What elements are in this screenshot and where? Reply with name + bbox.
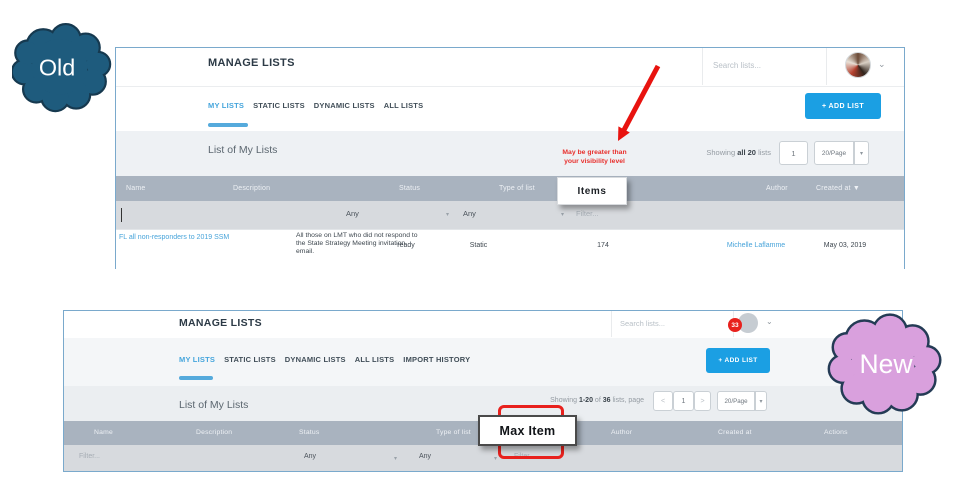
- showing-count: all 20: [737, 148, 756, 157]
- old-toolbar-row: [116, 131, 904, 176]
- tab-all-lists[interactable]: ALL LISTS: [354, 355, 395, 364]
- page-size-chevron-icon[interactable]: ▾: [854, 141, 869, 165]
- tab-my-lists[interactable]: MY LISTS: [179, 355, 216, 364]
- search-input[interactable]: Search lists...: [702, 48, 827, 85]
- pagination-prev-button[interactable]: <: [653, 391, 673, 411]
- text-cursor: [121, 208, 122, 222]
- list-heading: List of My Lists: [179, 399, 249, 411]
- type-filter-select[interactable]: Any: [419, 453, 432, 460]
- tab-bar: MY LISTS STATIC LISTS DYNAMIC LISTS ALL …: [208, 101, 423, 110]
- column-header-created-sort[interactable]: Created at ▼: [816, 185, 860, 192]
- tab-my-lists[interactable]: MY LISTS: [208, 101, 245, 110]
- list-items-count: 174: [597, 242, 609, 249]
- column-header-status: Status: [399, 185, 421, 192]
- old-filter-row: [116, 201, 904, 229]
- notification-badge: 33: [728, 318, 742, 332]
- visibility-note-line1: May be greater than: [562, 149, 627, 156]
- page-size-select[interactable]: 20/Page: [717, 391, 755, 411]
- column-header-type: Type of list: [499, 185, 535, 192]
- page-title: MANAGE LISTS: [208, 57, 295, 69]
- search-input[interactable]: Search lists...: [611, 311, 734, 337]
- status-filter-select[interactable]: Any: [304, 453, 317, 460]
- showing-prefix: Showing: [550, 397, 577, 404]
- list-description: All those on LMT who did not respond to …: [296, 232, 418, 256]
- new-filter-row: [64, 445, 902, 471]
- showing-summary: Showing all 20 lists: [656, 148, 771, 157]
- column-header-name: Name: [94, 429, 113, 436]
- showing-prefix: Showing: [706, 148, 736, 157]
- list-author-link[interactable]: Michelle Laflamme: [726, 242, 786, 249]
- name-filter-input[interactable]: Filter...: [79, 453, 101, 460]
- list-status: ready: [397, 242, 415, 249]
- chevron-down-icon[interactable]: ⌄: [766, 317, 773, 326]
- column-header-name: Name: [126, 185, 146, 192]
- column-header-actions: Actions: [824, 429, 848, 436]
- status-filter-chevron-icon[interactable]: ▾: [446, 212, 450, 218]
- old-table-header-row: [116, 176, 904, 201]
- search-placeholder: Search lists...: [620, 319, 666, 328]
- status-filter-select[interactable]: Any: [346, 209, 359, 218]
- active-tab-underline: [179, 376, 213, 380]
- avatar[interactable]: [738, 313, 758, 333]
- old-header-row: [116, 48, 904, 87]
- type-filter-select[interactable]: Any: [463, 209, 476, 218]
- new-label-cloud: New: [827, 313, 942, 415]
- column-header-author: Author: [611, 429, 633, 436]
- pagination-next-button[interactable]: >: [694, 391, 711, 411]
- showing-range: 1-20: [578, 397, 593, 404]
- type-filter-chevron-icon[interactable]: ▾: [494, 456, 498, 462]
- page-number-box[interactable]: 1: [779, 141, 808, 165]
- showing-suffix: lists, page: [612, 397, 644, 404]
- old-manage-lists-panel: MANAGE LISTS Search lists... ⌄ MY LISTS …: [115, 47, 905, 270]
- showing-summary: Showing 1-20 of 36 lists, page: [494, 397, 644, 404]
- old-table-row: [116, 229, 904, 270]
- list-type: Static: [469, 242, 488, 249]
- tab-bar: MY LISTS STATIC LISTS DYNAMIC LISTS ALL …: [179, 355, 470, 364]
- page-size-select[interactable]: 20/Page: [814, 141, 854, 165]
- old-cloud-label: Old: [39, 54, 75, 80]
- showing-suffix: lists: [758, 148, 771, 157]
- tab-all-lists[interactable]: ALL LISTS: [383, 101, 424, 110]
- tab-dynamic-lists[interactable]: DYNAMIC LISTS: [313, 101, 375, 110]
- column-header-created: Created at: [718, 429, 752, 436]
- old-label-cloud: Old: [12, 22, 112, 113]
- avatar[interactable]: [845, 52, 871, 78]
- name-filter-input[interactable]: [119, 204, 229, 226]
- type-filter-chevron-icon[interactable]: ▾: [561, 212, 565, 218]
- tab-static-lists[interactable]: STATIC LISTS: [224, 355, 276, 364]
- page-size-chevron-icon[interactable]: ▾: [755, 391, 767, 411]
- search-placeholder: Search lists...: [713, 61, 762, 70]
- column-header-type: Type of list: [436, 429, 471, 436]
- max-item-column-callout: Max Item: [478, 415, 577, 446]
- list-name-link[interactable]: FL all non-responders to 2019 SSM: [119, 234, 230, 241]
- page-title: MANAGE LISTS: [179, 317, 262, 329]
- chevron-down-icon[interactable]: ⌄: [878, 59, 886, 69]
- column-header-description: Description: [233, 185, 271, 192]
- items-filter-input[interactable]: Filter...: [576, 209, 599, 218]
- column-header-author: Author: [766, 185, 788, 192]
- showing-total: 36: [602, 397, 611, 404]
- showing-of: of: [594, 397, 601, 404]
- page-number-box[interactable]: 1: [673, 391, 694, 411]
- items-column-callout: Items: [557, 177, 627, 205]
- tab-import-history[interactable]: IMPORT HISTORY: [403, 355, 471, 364]
- new-cloud-label: New: [860, 349, 914, 379]
- list-created-date: May 03, 2019: [823, 242, 867, 249]
- tab-static-lists[interactable]: STATIC LISTS: [253, 101, 305, 110]
- add-list-button[interactable]: + ADD LIST: [706, 348, 770, 373]
- new-manage-lists-panel: MANAGE LISTS Search lists... 33 ⌄ MY LIS…: [63, 310, 903, 472]
- visibility-note: May be greater than your visibility leve…: [542, 148, 647, 166]
- status-filter-chevron-icon[interactable]: ▾: [394, 456, 398, 462]
- column-header-status: Status: [299, 429, 320, 436]
- column-header-description: Description: [196, 429, 233, 436]
- tab-dynamic-lists[interactable]: DYNAMIC LISTS: [284, 355, 346, 364]
- visibility-note-line2: your visibility level: [564, 158, 625, 165]
- active-tab-underline: [208, 123, 248, 127]
- list-heading: List of My Lists: [208, 144, 278, 156]
- add-list-button[interactable]: + ADD LIST: [805, 93, 881, 119]
